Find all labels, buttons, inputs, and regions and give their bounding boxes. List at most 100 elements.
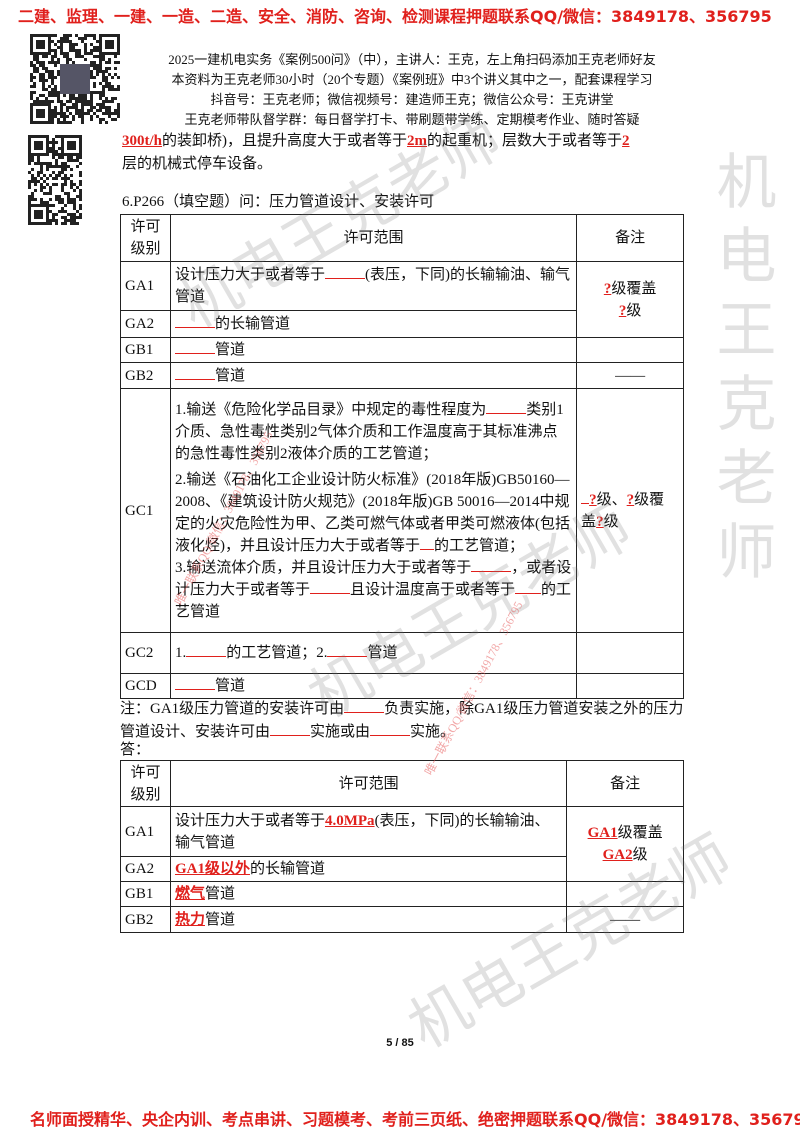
qr-cell <box>55 165 58 168</box>
qr-cell <box>76 210 79 213</box>
qr-cell <box>61 216 64 219</box>
text: 的工艺管道 <box>174 581 572 620</box>
qr-cell <box>61 183 64 186</box>
qr-cell <box>57 100 60 103</box>
qr-cell <box>79 198 82 201</box>
qr-cell <box>64 174 67 177</box>
qr-cell <box>36 67 39 70</box>
tr: GC1 1.输送《危险化学品目录》中规定的毒性程度为 类别1介质、急性毒性类别2气… <box>120 388 684 633</box>
qr-cell <box>78 115 81 118</box>
qr-cell <box>61 210 64 213</box>
text: 1.输送《危险化学品目录》中规定的毒性程度为 <box>174 401 487 418</box>
qr-cell <box>55 195 58 198</box>
qr-cell <box>57 61 60 64</box>
qr-cell <box>87 34 90 37</box>
qr-cell <box>61 168 64 171</box>
qr-cell <box>58 147 61 150</box>
qr-cell <box>108 73 111 76</box>
qr-cell <box>105 61 108 64</box>
qr-cell <box>66 121 69 124</box>
text: 设计压力大于或者等于 <box>174 267 325 283</box>
qr-cell <box>75 49 78 52</box>
qr-cell <box>114 109 117 112</box>
qr-cell <box>49 192 52 195</box>
qr-cell <box>117 103 120 106</box>
qr-cell <box>54 49 57 52</box>
qr-cell <box>52 144 55 147</box>
qr-cell <box>117 115 120 118</box>
qr-cell <box>69 40 72 43</box>
qr-cell <box>69 97 72 100</box>
qr-cell <box>40 177 43 180</box>
qr-cell <box>64 216 67 219</box>
text: 管道 <box>214 367 245 384</box>
text: GA1 <box>587 825 618 841</box>
text: 的起重机；层数大于或者等于 <box>427 133 623 149</box>
qr-cell <box>114 55 117 58</box>
qr-cell <box>61 201 64 204</box>
qr-cell <box>75 109 78 112</box>
qr-cell <box>28 156 31 159</box>
blank <box>309 592 350 594</box>
qr-cell <box>46 201 49 204</box>
qr-cell <box>111 85 114 88</box>
qr-cell <box>57 46 60 49</box>
qr-cell <box>73 201 76 204</box>
qr-cell <box>81 112 84 115</box>
text: GA2 <box>602 847 633 863</box>
qr-cell <box>105 106 108 109</box>
qr-cell <box>60 100 63 103</box>
qr-cell <box>55 198 58 201</box>
qr-cell <box>36 61 39 64</box>
qr-cell <box>51 100 54 103</box>
qr-cell <box>78 52 81 55</box>
tbody: 许可级别 许可范围 备注 GA1 设计压力大于或者等于4.0MPa(表压，下同)的长输… <box>120 760 684 933</box>
qr-cell <box>34 198 37 201</box>
qr-cell <box>49 141 52 144</box>
text: ? <box>618 302 627 319</box>
blank <box>324 277 365 279</box>
qr-cell <box>81 97 84 100</box>
tr: GCD 管道 <box>120 673 684 699</box>
tr: 许可级别 许可范围 备注 <box>120 760 684 807</box>
qr-cell <box>63 115 66 118</box>
qr-cell <box>60 121 63 124</box>
qr-cell <box>51 91 54 94</box>
text: 热力 <box>174 911 205 928</box>
qr-cell <box>57 97 60 100</box>
text: 实施。 <box>410 724 456 740</box>
qr-cell <box>90 97 93 100</box>
qr-cell <box>55 183 58 186</box>
text: —— <box>566 906 684 933</box>
intro: 2025一建机电实务《案例500问》（中），主讲人：王克，左上角扫码添加王克老师… <box>122 50 702 130</box>
qr-cell <box>57 70 60 73</box>
qr-cell <box>31 174 34 177</box>
qr-cell <box>51 121 54 124</box>
qr-cell <box>72 94 75 97</box>
qr-cell <box>45 88 48 91</box>
text: 的装卸桥)，且提升高度大于或者等于 <box>162 133 408 149</box>
qr-cell <box>33 70 36 73</box>
qr-cell <box>46 192 49 195</box>
qr-cell <box>60 37 63 40</box>
qr-cell <box>37 171 40 174</box>
text: GC2 <box>120 632 171 674</box>
text: 级覆盖 <box>581 491 665 530</box>
qr-cell <box>43 180 46 183</box>
qr-cell <box>45 55 48 58</box>
qr-cell <box>45 97 48 100</box>
text: —— <box>576 362 684 389</box>
qr-cell <box>70 219 73 222</box>
qr-cell <box>84 43 87 46</box>
qr-cell <box>87 112 90 115</box>
qr-cell <box>28 183 31 186</box>
qr-cell <box>70 159 73 162</box>
qr-cell <box>93 61 96 64</box>
qr-cell <box>78 109 81 112</box>
qr-cell <box>99 94 102 97</box>
qr-cell <box>79 183 82 186</box>
blank <box>327 655 368 657</box>
tr: GC2 1. 的工艺管道；2. 管道 <box>120 632 684 674</box>
qr-cell <box>78 49 81 52</box>
qr-cell <box>99 106 102 109</box>
